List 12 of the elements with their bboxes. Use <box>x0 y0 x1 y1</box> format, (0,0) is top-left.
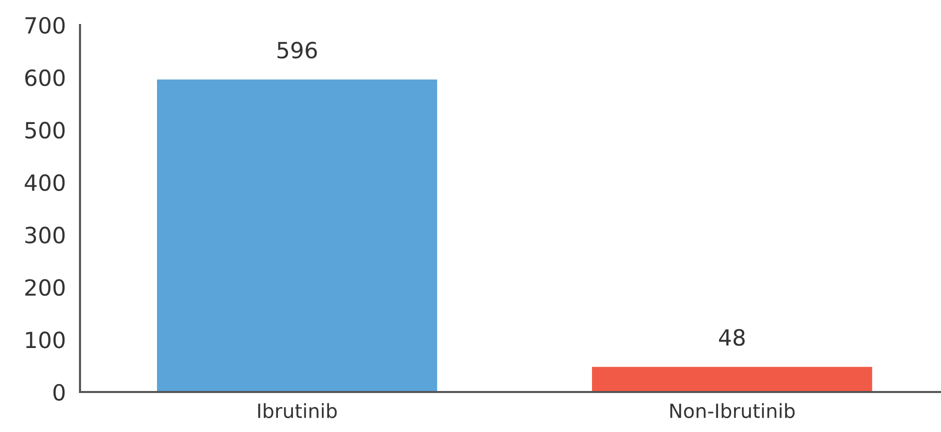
x-tick-label: Ibrutinib <box>258 403 337 418</box>
x-tick-label: Non-Ibrutinib <box>670 403 795 418</box>
y-tick-label: 300 <box>25 226 65 244</box>
y-tick-label: 400 <box>24 174 65 192</box>
y-tick-label: 500 <box>25 122 65 139</box>
y-tick-label: 0 <box>53 384 65 401</box>
y-tick-label: 200 <box>25 279 65 296</box>
data-label: 48 <box>719 329 745 346</box>
y-tick-label: 600 <box>25 69 65 86</box>
y-tick-label: 700 <box>26 16 65 34</box>
data-label: 596 <box>278 42 317 59</box>
y-tick-label: 100 <box>26 332 65 348</box>
